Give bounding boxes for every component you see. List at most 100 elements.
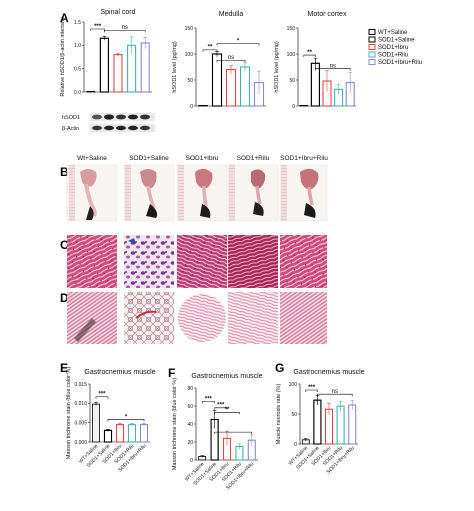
significance-label: ** [208,45,213,51]
y-axis-label: hSOD1 level (pg/mg) [172,41,178,93]
chart-title: Medulla [219,11,244,18]
significance-bracket [216,43,260,46]
bar-fill [99,37,109,93]
y-axis-label: hSOD1 level (pg/mg) [274,41,280,93]
significance-label: ** [225,407,230,413]
significance-label: *** [308,385,316,391]
bar-sod1-ibru-rilu [348,404,357,445]
panel-letter-e: E [60,361,68,375]
y-tick-label: 60 [187,404,193,410]
blot-label-actin: β-Actin [62,126,79,132]
legend-swatch [368,36,376,43]
y-tick-label: 0 [292,104,295,110]
y-axis-label: Masson trichrome stain (blue color %) [172,378,178,470]
bar-sod1-ibru [113,54,123,93]
bar-sod1-ibru [225,69,237,107]
masson-image-4 [228,292,278,344]
significance-bracket [214,412,240,415]
legend-label: SOD1+Saline [378,38,415,44]
significance-bracket [305,389,318,392]
y-tick-label: 0 [190,104,193,110]
bar-sod1-rilu [127,424,137,443]
y-tick-label: 80 [187,386,193,392]
y-tick-label: 0.000 [74,440,87,446]
chart-title: Motor cortex [308,11,347,18]
he-image-1 [67,235,117,288]
panel-letter-f: F [168,366,175,380]
chart-medulla: Medulla 0 50 100 150 hSOD1 level (pg/mg) ** ns * [172,11,266,110]
he-image-4 [228,235,278,288]
y-tick-label: 0 [190,458,193,464]
significance-label: *** [217,403,225,409]
y-tick-label: 0.005 [74,420,87,426]
y-axis-label: Relative hSOD1/β-actin intensity [60,17,66,97]
y-tick-label: 20 [187,440,193,446]
blot-bands [92,114,150,131]
significance-bracket [202,49,218,52]
y-tick-label: 1.0 [74,43,81,49]
significance-label: ns [332,389,338,395]
image-group-headers: Wt+Saline SOD1+Saline SOD1+Ibru SOD1+Rilu SO… [77,155,328,162]
legend-label: WT+Saline [378,30,408,36]
significance-bracket [317,393,353,397]
he-image-3 [177,235,227,288]
significance-label: *** [205,396,213,402]
significance-label: ns [122,25,128,31]
western-blot: hSOD1 β-Actin [62,113,155,132]
blot-label-hsod1: hSOD1 [62,115,80,121]
y-tick-label: 0 [294,442,297,448]
significance-bracket [90,28,105,31]
chart-masson-f: Gastrocnemius muscle 0 20 40 60 80 Masson tric… [172,373,263,491]
y-tick-label: 100 [185,52,194,58]
chart-spinal-cord: Spinal cord 0.0 0.5 1.0 1.5 Relative hSOD1/β-… [60,9,152,97]
y-tick-label: 100 [289,382,298,388]
panel-letter-b: B [60,165,69,179]
bar-fill [92,403,100,443]
legend-swatch [368,59,376,65]
y-tick-label: 1.5 [74,20,81,26]
significance-label: * [237,38,240,44]
bar-sod1-ibru [115,424,125,443]
significance-bracket [303,54,316,58]
masson-image-2 [124,292,174,344]
y-tick-label: 150 [185,26,194,32]
image-group-label: SOD1+Ibru+Rilu [280,155,328,162]
significance-bracket [214,407,228,410]
photo-sod1-rilu [227,164,279,222]
significance-label: *** [94,24,102,30]
chart-title: Gastrocnemius muscle [293,369,364,376]
masson-image-5 [280,292,327,344]
significance-label: ** [307,50,312,56]
significance-label: ns [330,63,336,69]
histology-row-d [67,292,327,344]
y-tick-label: 0.015 [74,382,87,388]
bar-fill [103,429,113,443]
y-tick-label: 50 [291,412,297,418]
y-tick-label: 150 [287,26,296,32]
significance-label: ns [228,55,234,61]
significance-bracket [315,68,351,71]
y-axis-label: Masson trichrome stain (blue color %) [66,367,72,459]
panel-letter-c: C [60,238,69,252]
he-image-5 [280,235,327,288]
chart-motor-cortex: Motor cortex 0 50 100 150 hSOD1 level (pg/mg)… [274,11,356,110]
significance-label: *** [98,392,106,398]
significance-label: * [125,414,128,420]
chart-masson-e: Gastrocnemius muscle 0.000 0.005 0.010 0.015… [66,367,156,474]
bar-sod1-rilu [336,405,345,445]
photo-row-b [66,164,328,222]
panel-letter-g: G [275,361,284,375]
y-axis-label: Muscle necrosis rate (%) [276,384,282,445]
y-tick-label: 50 [289,78,295,84]
legend-label: SOD1+Rilu [378,53,408,59]
significance-bracket [107,419,145,422]
image-group-label: SOD1+Rilu [237,155,270,162]
legend-swatch [368,51,376,58]
histology-row-c [67,235,327,288]
chart-title: Gastrocnemius muscle [191,373,262,380]
bar-sod1-ibru-rilu [139,424,149,443]
photo-sod1-saline [123,164,175,222]
he-image-2 [124,235,174,288]
chart-necrosis: Gastrocnemius muscle 0 50 100 Muscle necrosi… [276,369,365,475]
